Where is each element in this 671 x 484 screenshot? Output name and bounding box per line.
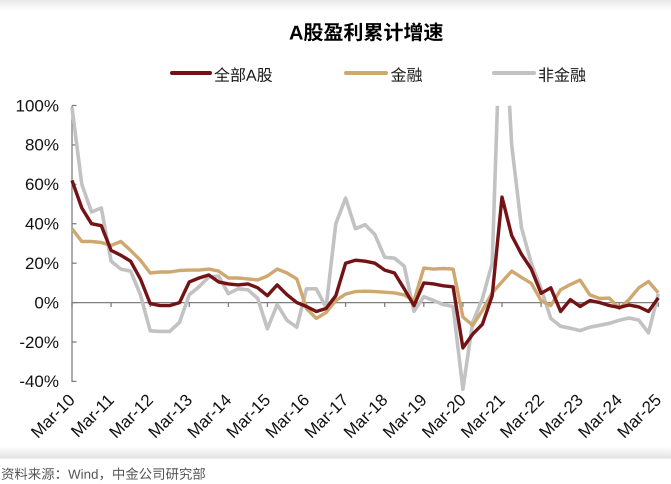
svg-text:40%: 40% <box>25 215 59 234</box>
svg-text:-40%: -40% <box>19 372 59 391</box>
svg-text:20%: 20% <box>25 254 59 273</box>
svg-text:0%: 0% <box>34 293 59 312</box>
svg-text:80%: 80% <box>25 136 59 155</box>
svg-text:60%: 60% <box>25 175 59 194</box>
svg-text:Mar-25: Mar-25 <box>614 390 666 442</box>
svg-text:100%: 100% <box>16 96 59 115</box>
svg-text:-20%: -20% <box>19 333 59 352</box>
svg-text:Mar-10: Mar-10 <box>27 390 79 442</box>
